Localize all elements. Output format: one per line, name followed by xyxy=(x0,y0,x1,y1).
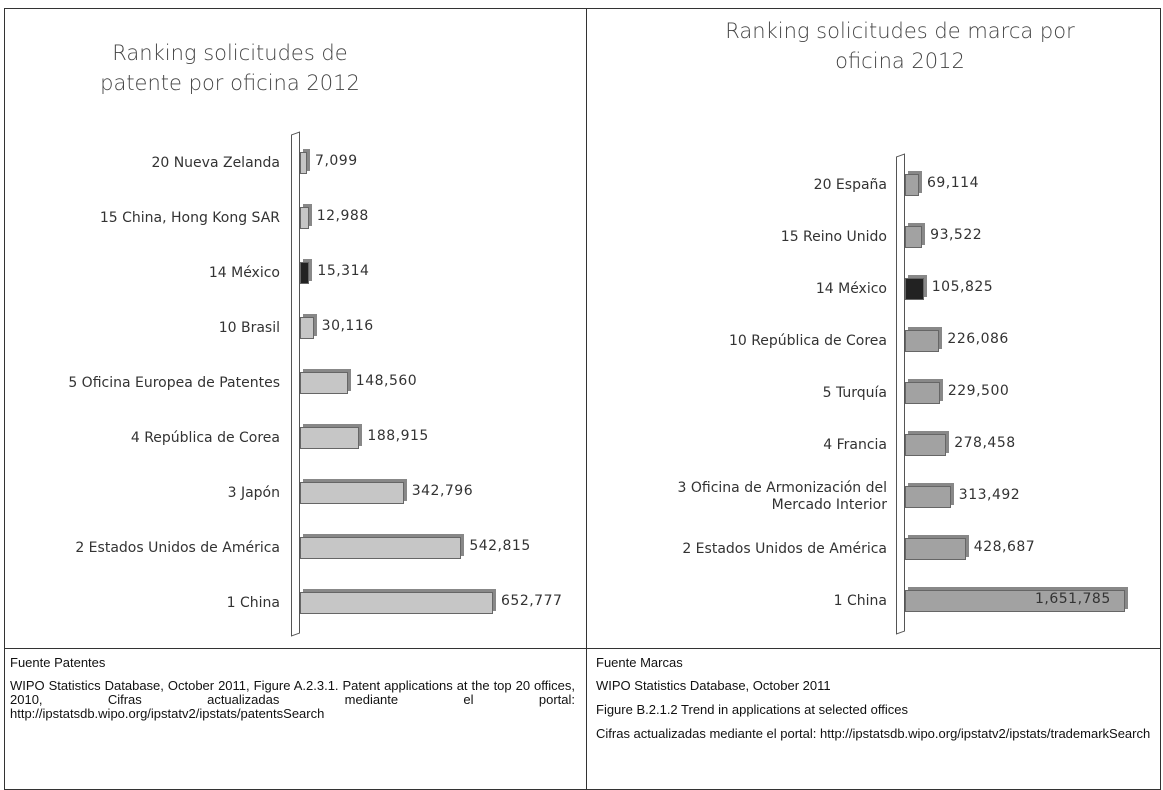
value-label: 7,099 xyxy=(315,153,358,169)
category-label: 10 Brasil xyxy=(218,319,280,336)
bar xyxy=(300,207,309,229)
value-label: 1,651,785 xyxy=(1035,591,1111,607)
row-divider xyxy=(4,648,1161,649)
bar xyxy=(905,330,940,352)
value-label: 93,522 xyxy=(930,227,983,243)
value-label: 278,458 xyxy=(954,435,1016,451)
column-divider xyxy=(586,8,587,790)
source-heading: Fuente Patentes xyxy=(10,655,106,670)
category-label: 3 Japón xyxy=(227,484,280,501)
value-label: 15,314 xyxy=(317,263,370,279)
value-label: 188,915 xyxy=(367,428,429,444)
bar xyxy=(905,538,966,560)
category-label: 3 Oficina de Armonización del Mercado In… xyxy=(677,480,887,513)
axis-wall xyxy=(896,153,905,635)
value-label: 229,500 xyxy=(947,383,1010,399)
bar xyxy=(905,174,919,196)
bar xyxy=(905,226,923,248)
category-label: 14 México xyxy=(208,264,280,281)
value-label: 12,988 xyxy=(316,208,369,224)
source-cell: Fuente Patentes WIPO Statistics Database,… xyxy=(10,656,575,731)
bar xyxy=(905,382,940,404)
bar xyxy=(300,537,462,559)
bar xyxy=(300,427,360,449)
source-text: Cifras actualizadas mediante el portal: … xyxy=(596,726,1151,741)
category-label: 4 República de Corea xyxy=(130,429,280,446)
category-label: 2 Estados Unidos de América xyxy=(682,540,887,557)
value-label: 652,777 xyxy=(501,593,563,609)
source-text: WIPO Statistics Database, October 2011 xyxy=(596,678,831,693)
value-label: 342,796 xyxy=(411,483,474,499)
source-text: Figure B.2.1.2 Trend in applications at … xyxy=(596,702,908,717)
category-label: 20 Nueva Zelanda xyxy=(151,154,280,171)
category-label: 1 China xyxy=(226,594,280,611)
category-label: 5 Turquía xyxy=(822,384,887,401)
bar xyxy=(300,152,308,174)
value-label: 542,815 xyxy=(469,538,531,554)
source-text: WIPO Statistics Database, October 2011, … xyxy=(10,678,575,721)
value-label: 148,560 xyxy=(355,373,418,389)
category-label: 15 China, Hong Kong SAR xyxy=(99,209,280,226)
category-label: 10 República de Corea xyxy=(728,332,887,349)
category-label: 2 Estados Unidos de América xyxy=(75,539,280,556)
bar xyxy=(300,482,404,504)
bar xyxy=(300,592,493,614)
source-heading: Fuente Marcas xyxy=(596,655,683,670)
source-cell: Fuente Marcas WIPO Statistics Database, O… xyxy=(596,656,1154,751)
category-label: 1 China xyxy=(833,592,887,609)
value-label: 313,492 xyxy=(958,487,1021,503)
value-label: 428,687 xyxy=(973,539,1036,555)
chart-title: Ranking solicitudes de patente por ofici… xyxy=(100,41,360,95)
category-label: 4 Francia xyxy=(823,436,887,453)
value-label: 30,116 xyxy=(321,318,374,334)
bar xyxy=(905,278,924,300)
chart-title: Ranking solicitudes de marca por oficina… xyxy=(725,19,1075,73)
value-label: 69,114 xyxy=(926,175,979,191)
value-label: 105,825 xyxy=(931,279,994,295)
value-label: 226,086 xyxy=(947,331,1009,347)
bar xyxy=(300,262,310,284)
axis-wall xyxy=(291,131,300,637)
bar xyxy=(905,434,947,456)
bar xyxy=(300,372,348,394)
bar xyxy=(905,590,1125,612)
bar xyxy=(300,317,314,339)
category-label: 14 México xyxy=(815,280,887,297)
category-label: 15 Reino Unido xyxy=(780,228,887,245)
bar xyxy=(905,486,951,508)
category-label: 5 Oficina Europea de Patentes xyxy=(68,374,280,391)
category-label: 20 España xyxy=(813,176,887,193)
